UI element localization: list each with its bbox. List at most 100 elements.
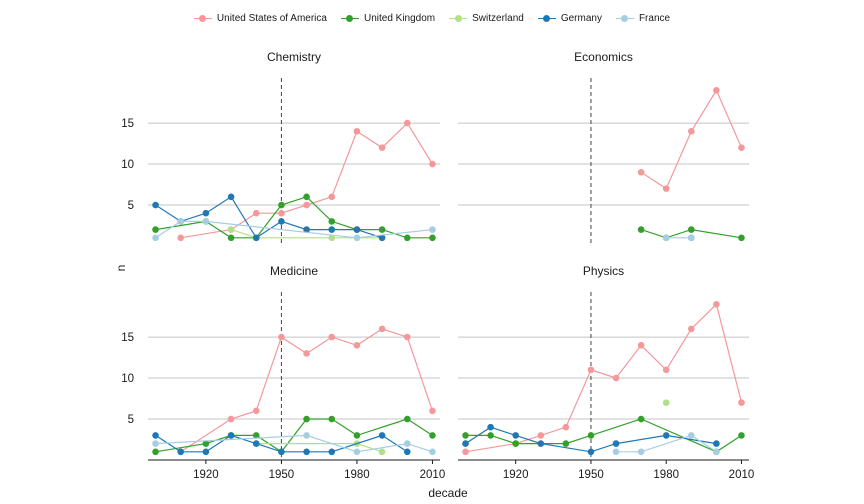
- data-point: [429, 432, 436, 439]
- panel-title: Physics: [583, 264, 624, 278]
- data-point: [688, 234, 695, 242]
- series-line: [155, 434, 408, 453]
- panel-title: Economics: [574, 50, 633, 64]
- series-germany: [152, 193, 386, 242]
- data-point: [353, 448, 361, 456]
- series-line: [155, 418, 433, 453]
- data-point: [713, 448, 720, 456]
- legend-label: United Kingdom: [363, 13, 436, 24]
- data-point: [378, 325, 386, 333]
- data-point: [353, 432, 361, 439]
- data-point: [662, 399, 670, 406]
- data-point: [278, 209, 285, 217]
- data-point: [378, 144, 386, 151]
- data-point: [353, 127, 361, 135]
- data-point: [303, 226, 310, 233]
- data-point: [328, 218, 336, 225]
- data-point: [227, 193, 235, 201]
- data-point: [637, 415, 645, 423]
- y-tick-label: 15: [121, 118, 134, 130]
- data-point: [202, 209, 210, 217]
- data-point: [462, 432, 469, 439]
- data-point: [177, 448, 185, 456]
- data-point: [328, 234, 336, 242]
- series-united-states-of-america: [637, 86, 745, 192]
- data-point: [252, 432, 260, 439]
- data-point: [303, 415, 310, 423]
- series-switzerland: [252, 440, 386, 456]
- data-point: [403, 415, 411, 423]
- data-point: [688, 325, 695, 333]
- data-point: [429, 448, 436, 456]
- series-line: [640, 89, 743, 190]
- data-point: [637, 168, 645, 176]
- series-switzerland: [662, 399, 670, 406]
- data-point: [177, 218, 185, 225]
- data-point: [378, 432, 386, 439]
- data-point: [252, 209, 260, 217]
- legend-item: United Kingdom: [340, 13, 436, 24]
- data-point: [152, 440, 159, 447]
- data-point: [152, 201, 159, 209]
- data-point: [278, 201, 285, 209]
- data-point: [713, 440, 720, 447]
- data-point: [612, 374, 620, 382]
- legend-label: Switzerland: [472, 13, 524, 24]
- data-point: [713, 86, 720, 94]
- data-point: [278, 333, 285, 341]
- data-point: [662, 432, 670, 439]
- legend-item: Germany: [537, 13, 602, 24]
- series-united-kingdom: [462, 415, 745, 456]
- series-line: [640, 228, 742, 239]
- x-tick-label: 1920: [503, 469, 529, 481]
- data-point: [662, 185, 670, 192]
- data-point: [587, 448, 595, 456]
- data-point: [662, 234, 670, 242]
- data-point: [252, 234, 260, 242]
- legend-label: Germany: [560, 13, 602, 24]
- data-point: [429, 407, 436, 415]
- panel-chemistry: Chemistry 5 10 15: [121, 50, 440, 246]
- data-point: [403, 119, 411, 127]
- legend-item: Switzerland: [449, 13, 524, 24]
- data-point: [252, 407, 260, 415]
- data-point: [429, 160, 436, 168]
- series-france: [152, 218, 436, 242]
- data-point: [403, 333, 411, 341]
- legend-label: France: [638, 13, 671, 24]
- data-point: [328, 333, 336, 341]
- series-france: [662, 234, 695, 242]
- panel-economics: Economics: [458, 50, 749, 246]
- x-tick-label: 1950: [269, 469, 295, 481]
- data-point: [738, 399, 745, 406]
- data-point: [303, 448, 310, 456]
- data-point: [227, 432, 235, 439]
- y-tick-label: 10: [121, 373, 134, 385]
- legend-item: United States of America: [193, 13, 327, 24]
- data-point: [662, 366, 670, 374]
- data-point: [487, 432, 494, 439]
- series-line: [155, 195, 383, 239]
- data-point: [152, 226, 159, 233]
- data-point: [462, 440, 469, 447]
- series-france: [152, 432, 436, 456]
- data-point: [429, 234, 436, 242]
- data-point: [537, 440, 545, 447]
- legend-label: United States of America: [216, 13, 327, 24]
- data-point: [429, 226, 436, 233]
- data-point: [403, 234, 411, 242]
- panel-title: Chemistry: [267, 50, 321, 64]
- data-point: [328, 415, 336, 423]
- data-point: [587, 366, 595, 374]
- data-point: [303, 432, 310, 439]
- data-point: [562, 440, 570, 447]
- data-point: [152, 432, 159, 439]
- data-point: [637, 448, 645, 456]
- data-point: [303, 193, 310, 201]
- legend-key-icon: [340, 14, 359, 24]
- series-united-kingdom: [152, 415, 436, 456]
- data-point: [278, 448, 285, 456]
- x-axis-title: decade: [428, 486, 468, 500]
- data-point: [403, 440, 411, 447]
